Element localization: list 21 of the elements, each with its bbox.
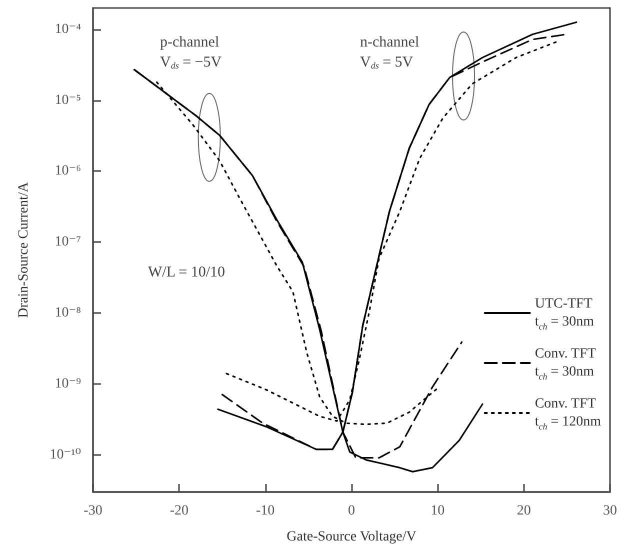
x-tick-label: -30 (84, 504, 102, 518)
y-tick-label: 10⁻¹⁰ (50, 447, 82, 462)
y-tick-label: 10⁻⁸ (54, 306, 82, 321)
x-tick-label: 0 (348, 504, 355, 518)
annotation: n-channel (360, 34, 420, 50)
y-tick-label: 10⁻⁶ (54, 164, 82, 179)
x-tick-label: 30 (603, 504, 617, 518)
annotation: Vds = −5V (160, 54, 222, 70)
y-tick-label: 10⁻⁴ (54, 22, 82, 37)
y-tick-label: 10⁻⁵ (54, 92, 82, 108)
x-axis-title: Gate-Source Voltage/V (286, 530, 416, 544)
y-axis-title: Drain-Source Current/A (16, 181, 32, 318)
x-tick-label: 20 (516, 504, 531, 518)
annotation: Vds = 5V (360, 54, 414, 70)
annotation: p-channel (160, 34, 220, 50)
x-tick-label: -20 (170, 504, 189, 518)
x-tick-label: -10 (256, 504, 275, 518)
y-tick-label: 10⁻⁹ (54, 376, 82, 392)
x-tick-label: 10 (430, 504, 445, 518)
y-tick-label: 10⁻⁷ (54, 234, 82, 250)
annotation: W/L = 10/10 (148, 264, 226, 280)
